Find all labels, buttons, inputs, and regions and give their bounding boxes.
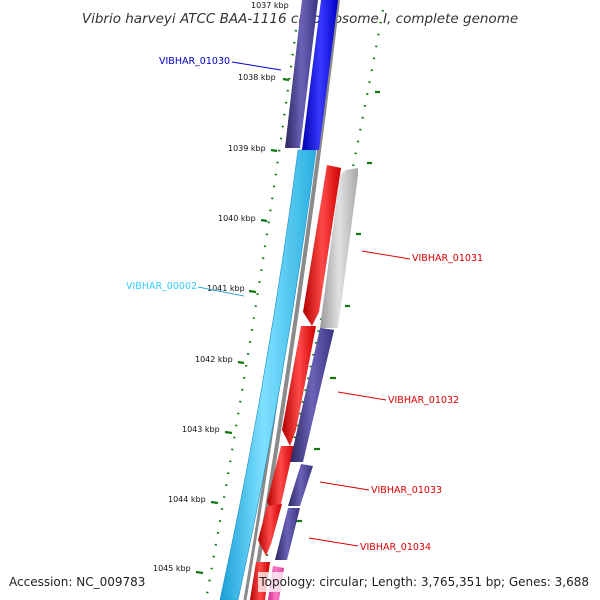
gene-label-vibhar-00002[interactable]: VIBHAR_00002	[126, 281, 197, 292]
tick-marks	[296, 90, 380, 523]
gene-vibhar-01034-purple[interactable]	[275, 508, 300, 560]
tick-label-1041: 1041 kbp	[207, 284, 245, 293]
tick-label-1042: 1042 kbp	[195, 355, 233, 364]
summary-backdrop	[258, 572, 594, 592]
tick-label-1045: 1045 kbp	[153, 564, 191, 573]
gene-label-group-01030[interactable]: VIBHAR_01030	[159, 56, 282, 71]
gene-vibhar-01032-purple-body[interactable]	[290, 328, 334, 462]
gene-label-vibhar-01030[interactable]: VIBHAR_01030	[159, 56, 230, 67]
tick-label-1043: 1043 kbp	[182, 425, 220, 434]
gene-label-vibhar-01034[interactable]: VIBHAR_01034	[360, 542, 431, 553]
gene-vibhar-01033-red[interactable]	[267, 446, 294, 516]
tick-label-1039: 1039 kbp	[228, 144, 266, 153]
tick-label-1044: 1044 kbp	[168, 495, 206, 504]
gene-label-vibhar-01032[interactable]: VIBHAR_01032	[388, 395, 459, 406]
gene-vibhar-00002[interactable]	[219, 149, 317, 600]
tick-labels: 1037 kbp 1038 kbp 1039 kbp 1040 kbp 1041…	[153, 1, 289, 573]
accession-text: Accession: NC_009783	[9, 575, 145, 589]
gene-vibhar-01031[interactable]	[303, 165, 341, 326]
tick-label-1037: 1037 kbp	[251, 1, 289, 10]
gene-label-group-01034[interactable]: VIBHAR_01034	[308, 537, 431, 553]
gene-vibhar-01030-blue[interactable]	[302, 0, 338, 150]
gene-vibhar-01032-red[interactable]	[282, 326, 316, 446]
gene-gray[interactable]	[320, 168, 358, 328]
summary-text: Topology: circular; Length: 3,765,351 bp…	[258, 575, 589, 589]
gene-label-group-01031[interactable]: VIBHAR_01031	[361, 250, 483, 264]
gene-label-group-01033[interactable]: VIBHAR_01033	[319, 481, 442, 496]
inner-tick-marks	[195, 77, 290, 575]
tick-label-1038: 1038 kbp	[238, 73, 276, 82]
gene-vibhar-01034-red[interactable]	[258, 504, 282, 556]
tick-label-1040: 1040 kbp	[218, 214, 256, 223]
gene-label-vibhar-01033[interactable]: VIBHAR_01033	[371, 485, 442, 496]
gene-label-vibhar-01031[interactable]: VIBHAR_01031	[412, 253, 483, 264]
gene-label-group-00002[interactable]: VIBHAR_00002	[126, 281, 245, 297]
gene-label-group-01032[interactable]: VIBHAR_01032	[337, 391, 459, 406]
gene-vibhar-01030-purple[interactable]	[285, 0, 318, 148]
gene-vibhar-01033-purple[interactable]	[288, 464, 313, 506]
